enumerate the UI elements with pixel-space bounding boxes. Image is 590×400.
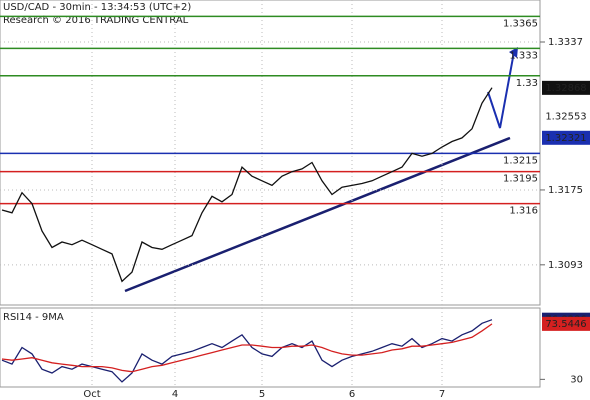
chart-subtitle: Research © 2016 TRADING CENTRAL (3, 15, 189, 26)
price-line (1, 87, 493, 283)
rsi-line (1, 323, 493, 373)
price-marker (542, 109, 590, 124)
chart-title: USD/CAD - 30min - 13:34:53 (UTC+2) (3, 2, 191, 13)
price-marker-label: 1.32553 (545, 112, 586, 123)
level-label: 1.3215 (503, 155, 538, 166)
level-label: 1.33 (516, 78, 538, 89)
level-label: 1.316 (509, 206, 538, 217)
price-marker-label: 1.32321 (545, 133, 586, 144)
rsi-title: RSI14 - 9MA (3, 312, 64, 323)
y-tick-label: 30 (570, 374, 583, 385)
value-box (542, 316, 590, 331)
x-tick-label: 5 (259, 389, 265, 400)
y-tick-label: 1.3337 (548, 37, 583, 48)
y-tick-label: 1.3175 (548, 185, 583, 196)
value-label: 73.5446 (545, 319, 586, 330)
x-tick-label: Oct (83, 389, 100, 400)
level-label: 1.3195 (503, 174, 538, 185)
price-marker (542, 80, 590, 95)
price-marker-label: 1.32868 (545, 83, 586, 94)
price-marker (542, 130, 590, 145)
y-tick-label: 1.3093 (548, 260, 583, 271)
rsi-line (1, 319, 493, 383)
trend-line (124, 136, 511, 293)
price-panel (0, 0, 541, 306)
x-tick-label: 4 (172, 389, 178, 400)
x-tick-label: 6 (349, 389, 355, 400)
level-label: 1.3365 (503, 18, 538, 29)
x-tick-label: 7 (439, 389, 445, 400)
arrow-head (509, 47, 518, 58)
level-label: 1.333 (509, 50, 538, 61)
forecast-arrow (487, 51, 515, 129)
